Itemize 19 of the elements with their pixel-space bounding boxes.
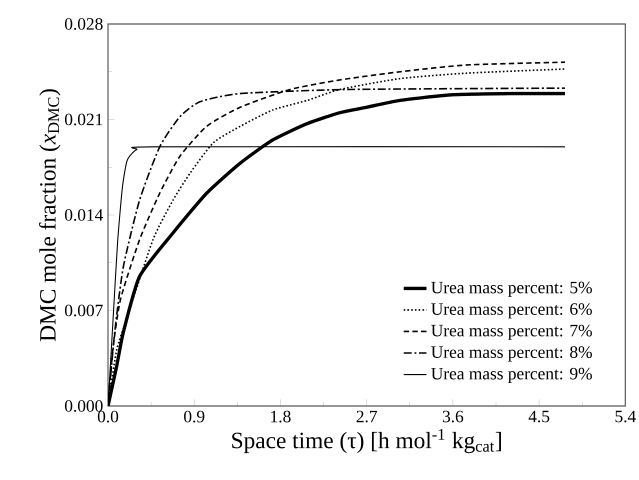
legend-label: Urea mass percent: 5% bbox=[431, 282, 592, 297]
x-axis-title: Space time (τ) [h mol$^{-1}$ kg$_{cat}$] bbox=[232, 428, 501, 454]
y-tick-label: 0.000 bbox=[64, 400, 103, 412]
y-tick-label: 0.028 bbox=[64, 18, 103, 30]
legend-label: Urea mass percent: 8% bbox=[431, 346, 592, 362]
x-tick-label: 4.5 bbox=[528, 410, 550, 422]
y-axis-title: DMC mole fraction (x$_{DMC}$) bbox=[39, 89, 60, 342]
x-tick-label: 2.7 bbox=[356, 410, 378, 422]
x-tick-label: 1.8 bbox=[271, 410, 291, 422]
x-tick-label: 5.4 bbox=[616, 410, 636, 422]
legend-label: Urea mass percent: 9% bbox=[431, 368, 592, 383]
y-tick-label: 0.014 bbox=[64, 209, 104, 221]
legend-label: Urea mass percent: 7% bbox=[431, 324, 592, 340]
x-tick-label: 0.0 bbox=[98, 410, 118, 422]
x-tick-label: 0.9 bbox=[184, 410, 204, 422]
x-tick-label: 3.6 bbox=[442, 410, 464, 422]
y-tick-label: 0.021 bbox=[64, 114, 102, 126]
legend-label: Urea mass percent: 6% bbox=[431, 303, 592, 318]
y-tick-label: 0.007 bbox=[64, 304, 103, 316]
